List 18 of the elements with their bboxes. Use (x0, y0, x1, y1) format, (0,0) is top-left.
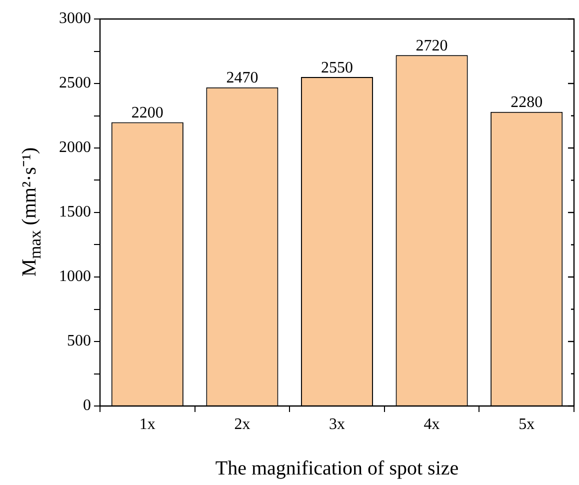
y-tick-label: 1000 (59, 268, 91, 286)
data-label: 2280 (510, 94, 543, 112)
y-tick-label: 500 (67, 332, 91, 350)
y-tick-label: 3000 (59, 10, 91, 28)
x-tick-label: 2x (234, 416, 250, 433)
y-tick-label: 0 (83, 397, 91, 414)
y-tick-label: 1500 (59, 204, 91, 221)
y-tick-label: 2000 (59, 139, 91, 156)
data-label: 2200 (131, 104, 164, 122)
x-tick-label: 4x (424, 416, 440, 433)
y-tick-label: 2500 (59, 74, 91, 92)
data-label: 2470 (226, 70, 258, 87)
x-tick-label: 3x (329, 416, 345, 433)
x-tick-label: 1x (139, 416, 156, 433)
data-label: 2720 (416, 37, 448, 54)
x-tick-label: 5x (518, 416, 535, 433)
data-label: 2550 (321, 59, 353, 76)
x-axis-title: The magnification of spot size (215, 457, 459, 480)
